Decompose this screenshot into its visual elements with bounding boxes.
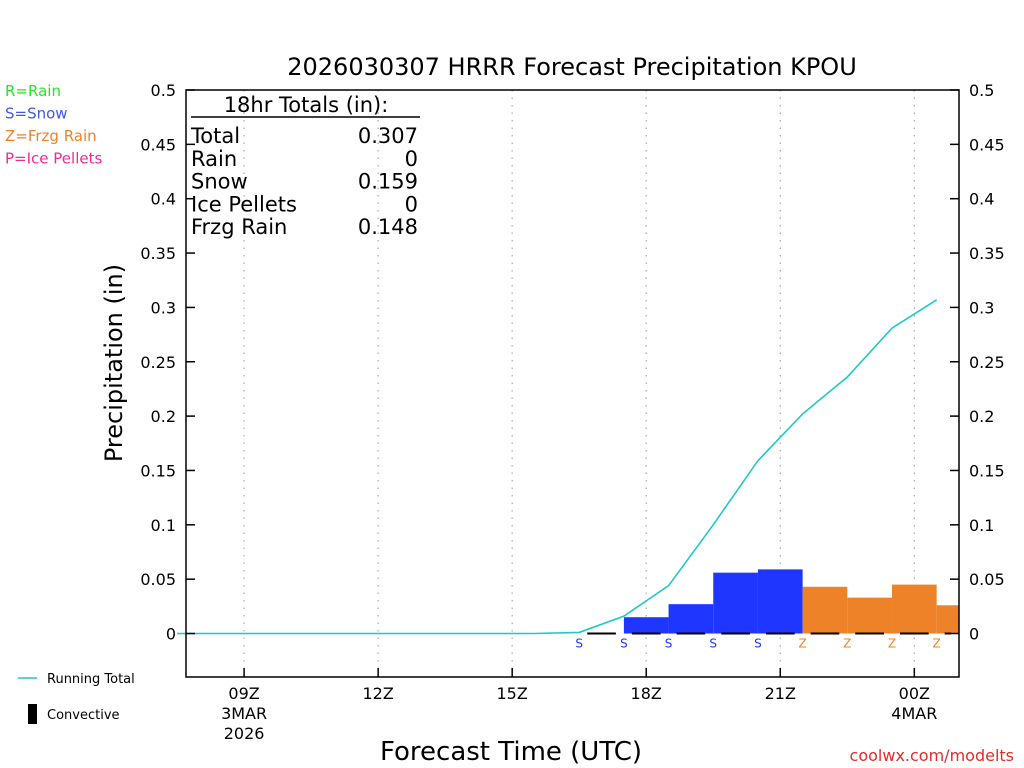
precip-bar <box>847 597 892 634</box>
y-tick-label: 0.5 <box>969 81 994 100</box>
bars-group <box>623 569 959 634</box>
x-tick-label: 12Z <box>362 684 393 703</box>
y-tick-label: 0.35 <box>969 244 1005 263</box>
x-tick-label: 00Z <box>899 684 930 703</box>
x-tick-label: 21Z <box>765 684 796 703</box>
totals-row-value: 0.159 <box>358 170 418 194</box>
precip-type-label: Z <box>798 637 806 651</box>
type-legend-item: P=Ice Pellets <box>5 150 102 168</box>
precip-bar <box>668 604 714 634</box>
x-tick-date: 4MAR <box>891 704 937 723</box>
totals-row-label: Frzg Rain <box>191 215 287 239</box>
y-tick-label: 0.45 <box>969 135 1005 154</box>
precip-bar <box>713 572 758 634</box>
y-tick-label: 0.1 <box>151 516 176 535</box>
line-legend: Running Total Convective <box>18 672 135 724</box>
x-axis-title: Forecast Time (UTC) <box>380 737 642 767</box>
precip-type-label: S <box>665 637 673 651</box>
y-tick-label: 0.25 <box>969 353 1005 372</box>
totals-row-value: 0.148 <box>358 215 418 239</box>
totals-row-label: Snow <box>191 170 248 194</box>
precip-type-label: Z <box>933 637 941 651</box>
precip-bar <box>757 569 803 634</box>
y-tick-label: 0.1 <box>969 516 994 535</box>
x-tick-year: 2026 <box>224 724 265 743</box>
line-legend-label: Convective <box>47 708 120 723</box>
totals-row-label: Rain <box>191 147 237 171</box>
precip-type-label: S <box>620 637 628 651</box>
precip-type-legend: R=Rain S=Snow Z=Frzg Rain P=Ice Pellets <box>5 82 102 168</box>
x-tick-label: 18Z <box>631 684 662 703</box>
credit-text: coolwx.com/modelts <box>850 746 1014 765</box>
precip-bar <box>623 617 669 634</box>
y-tick-label: 0.5 <box>151 81 176 100</box>
y-axis-right: 0 0.05 0.1 0.15 0.2 0.25 0.3 0.35 0.4 0.45 0.5 <box>950 81 1005 644</box>
y-axis-left: 0 0.05 0.1 0.15 0.2 0.25 0.3 0.35 0.4 0.45 0.5 <box>140 81 195 644</box>
y-tick-label: 0.15 <box>969 461 1005 480</box>
y-tick-label: 0.35 <box>140 244 176 263</box>
x-tick-date: 3MAR <box>221 704 267 723</box>
x-tick-label: 15Z <box>497 684 528 703</box>
y-tick-label: 0.2 <box>969 407 994 426</box>
y-tick-label: 0.15 <box>140 461 176 480</box>
totals-row-value: 0.307 <box>358 124 418 148</box>
y-tick-label: 0 <box>166 625 176 644</box>
totals-heading: 18hr Totals (in): <box>224 93 389 117</box>
y-tick-label: 0.25 <box>140 353 176 372</box>
x-tick-label: 09Z <box>228 684 259 703</box>
y-tick-label: 0.4 <box>969 190 994 209</box>
y-tick-label: 0.4 <box>151 190 176 209</box>
convective-swatch <box>28 704 37 724</box>
totals-row-label: Ice Pellets <box>191 192 297 216</box>
precip-bar <box>802 586 848 634</box>
precip-type-label: Z <box>888 637 896 651</box>
line-legend-label: Running Total <box>47 672 135 687</box>
y-tick-label: 0 <box>969 625 979 644</box>
running-total-group <box>177 299 938 635</box>
type-legend-item: R=Rain <box>5 82 61 100</box>
precip-type-label: S <box>575 637 583 651</box>
gridlines <box>243 90 915 677</box>
y-tick-label: 0.45 <box>140 135 176 154</box>
running-total-line <box>177 299 938 635</box>
y-tick-label: 0.3 <box>151 298 176 317</box>
y-axis-title: Precipitation (in) <box>100 264 128 462</box>
precip-type-label: Z <box>843 637 851 651</box>
precip-bar <box>936 605 959 634</box>
plot-frame <box>185 89 960 678</box>
type-legend-item: Z=Frzg Rain <box>5 127 97 145</box>
y-tick-label: 0.05 <box>969 570 1005 589</box>
totals-row-value: 0 <box>405 192 418 216</box>
precip-bar <box>891 584 937 634</box>
type-legend-item: S=Snow <box>5 105 68 123</box>
totals-row-label: Total <box>190 124 240 148</box>
chart-title: 2026030307 HRRR Forecast Precipitation K… <box>287 53 857 81</box>
precip-type-label: S <box>709 637 717 651</box>
y-tick-label: 0.05 <box>140 570 176 589</box>
totals-row-value: 0 <box>405 147 418 171</box>
precip-type-label: S <box>754 637 762 651</box>
y-tick-label: 0.2 <box>151 407 176 426</box>
totals-box: 18hr Totals (in): Total 0.307 Rain 0 Snow 0.15… <box>190 93 420 239</box>
y-tick-label: 0.3 <box>969 298 994 317</box>
